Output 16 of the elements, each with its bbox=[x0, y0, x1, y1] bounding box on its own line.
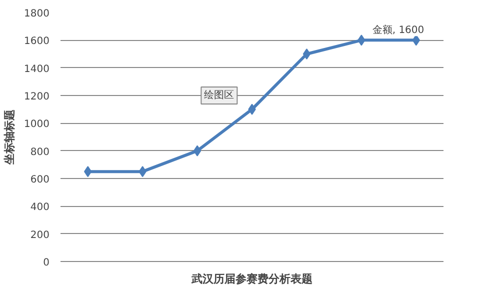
y-tick-label: 1400 bbox=[24, 64, 50, 75]
point bbox=[193, 145, 202, 156]
y-tick-label: 800 bbox=[30, 146, 50, 158]
y-tick-label: 0 bbox=[43, 258, 50, 268]
y-tick-label: 1800 bbox=[24, 8, 50, 20]
data-label: 金额, 1600 bbox=[372, 24, 424, 36]
y-axis-title: 坐标轴标题 bbox=[3, 110, 16, 166]
x-axis-title: 武汉历届参赛费分析表题 bbox=[190, 272, 312, 286]
y-tick-label: 600 bbox=[30, 174, 50, 186]
point bbox=[302, 48, 311, 60]
y-tick-label: 1200 bbox=[24, 92, 50, 102]
y-tick-label: 200 bbox=[30, 230, 50, 241]
annotation: 绘图区 bbox=[204, 89, 234, 101]
y-tick-label: 1000 bbox=[24, 119, 50, 130]
y-tick-label: 400 bbox=[30, 202, 50, 214]
y-tick-label: 1600 bbox=[24, 36, 50, 48]
